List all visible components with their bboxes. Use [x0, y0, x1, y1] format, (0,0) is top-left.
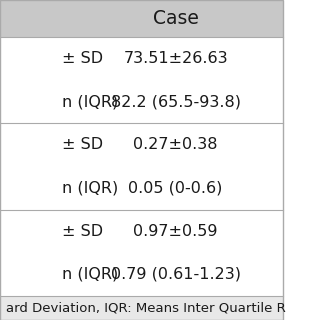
Text: 73.51±26.63: 73.51±26.63	[123, 51, 228, 66]
Text: 82.2 (65.5-93.8): 82.2 (65.5-93.8)	[111, 94, 241, 109]
Text: Case: Case	[153, 9, 199, 28]
FancyBboxPatch shape	[0, 0, 283, 37]
Text: n (IQR): n (IQR)	[62, 94, 119, 109]
Text: 0.27±0.38: 0.27±0.38	[133, 137, 218, 152]
Text: n (IQR): n (IQR)	[62, 180, 119, 196]
FancyBboxPatch shape	[0, 296, 283, 320]
Text: n (IQR): n (IQR)	[62, 267, 119, 282]
Text: 0.05 (0-0.6): 0.05 (0-0.6)	[128, 180, 223, 196]
Text: ± SD: ± SD	[62, 137, 103, 152]
Text: ard Deviation, IQR: Means Inter Quartile R: ard Deviation, IQR: Means Inter Quartile…	[6, 301, 285, 315]
Text: 0.79 (0.61-1.23): 0.79 (0.61-1.23)	[111, 267, 241, 282]
Text: 0.97±0.59: 0.97±0.59	[133, 224, 218, 239]
Text: ± SD: ± SD	[62, 51, 103, 66]
Text: ± SD: ± SD	[62, 224, 103, 239]
